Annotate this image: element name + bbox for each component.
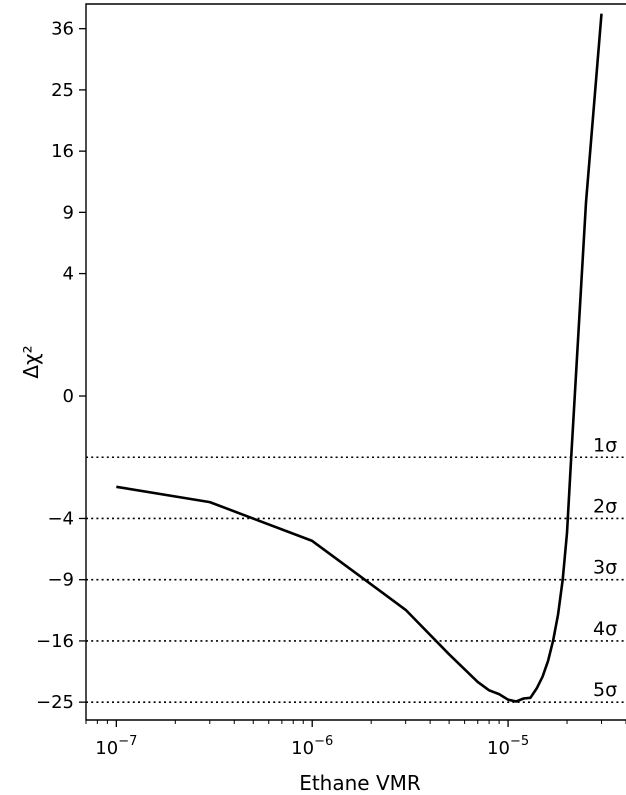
y-tick-label-8: −9 [47, 570, 74, 591]
sigma-label-2: 2σ [593, 495, 617, 517]
y-tick-label-7: −4 [47, 508, 74, 529]
y-tick-label-2: 25 [51, 80, 74, 101]
sigma-label-4: 4σ [593, 618, 617, 640]
y-tick-label-10: −25 [36, 692, 74, 713]
y-axis-title: Δχ² [19, 345, 43, 378]
y-tick-label-4: 9 [63, 202, 74, 223]
series-line-1 [116, 13, 603, 703]
y-tick-label-3: 16 [51, 141, 74, 162]
series-layer [116, 13, 603, 703]
sigma-label-3: 3σ [593, 557, 617, 579]
plot-frame [85, 3, 626, 721]
x-tick-label-2: 10−6 [291, 734, 333, 759]
x-tick-label-1: 10−7 [95, 734, 137, 759]
x-tick-label-3: 10−5 [487, 734, 529, 759]
y-tick-label-1: 36 [51, 19, 74, 40]
x-axis-title: Ethane VMR [299, 771, 421, 795]
sigma-reference-lines: 1σ 2σ 3σ 4σ 5σ [86, 434, 626, 703]
sigma-label-5: 5σ [593, 679, 617, 701]
y-tick-label-6: 0 [63, 386, 74, 407]
plot-area [86, 4, 626, 720]
x-axis: 10−7 10−6 10−5 [85, 720, 626, 759]
sigma-label-1: 1σ [593, 434, 617, 456]
y-axis: 36 25 16 9 4 0 −4 −9 −16 −25 [36, 19, 86, 713]
y-tick-label-5: 4 [63, 264, 74, 285]
y-tick-label-9: −16 [36, 631, 74, 652]
